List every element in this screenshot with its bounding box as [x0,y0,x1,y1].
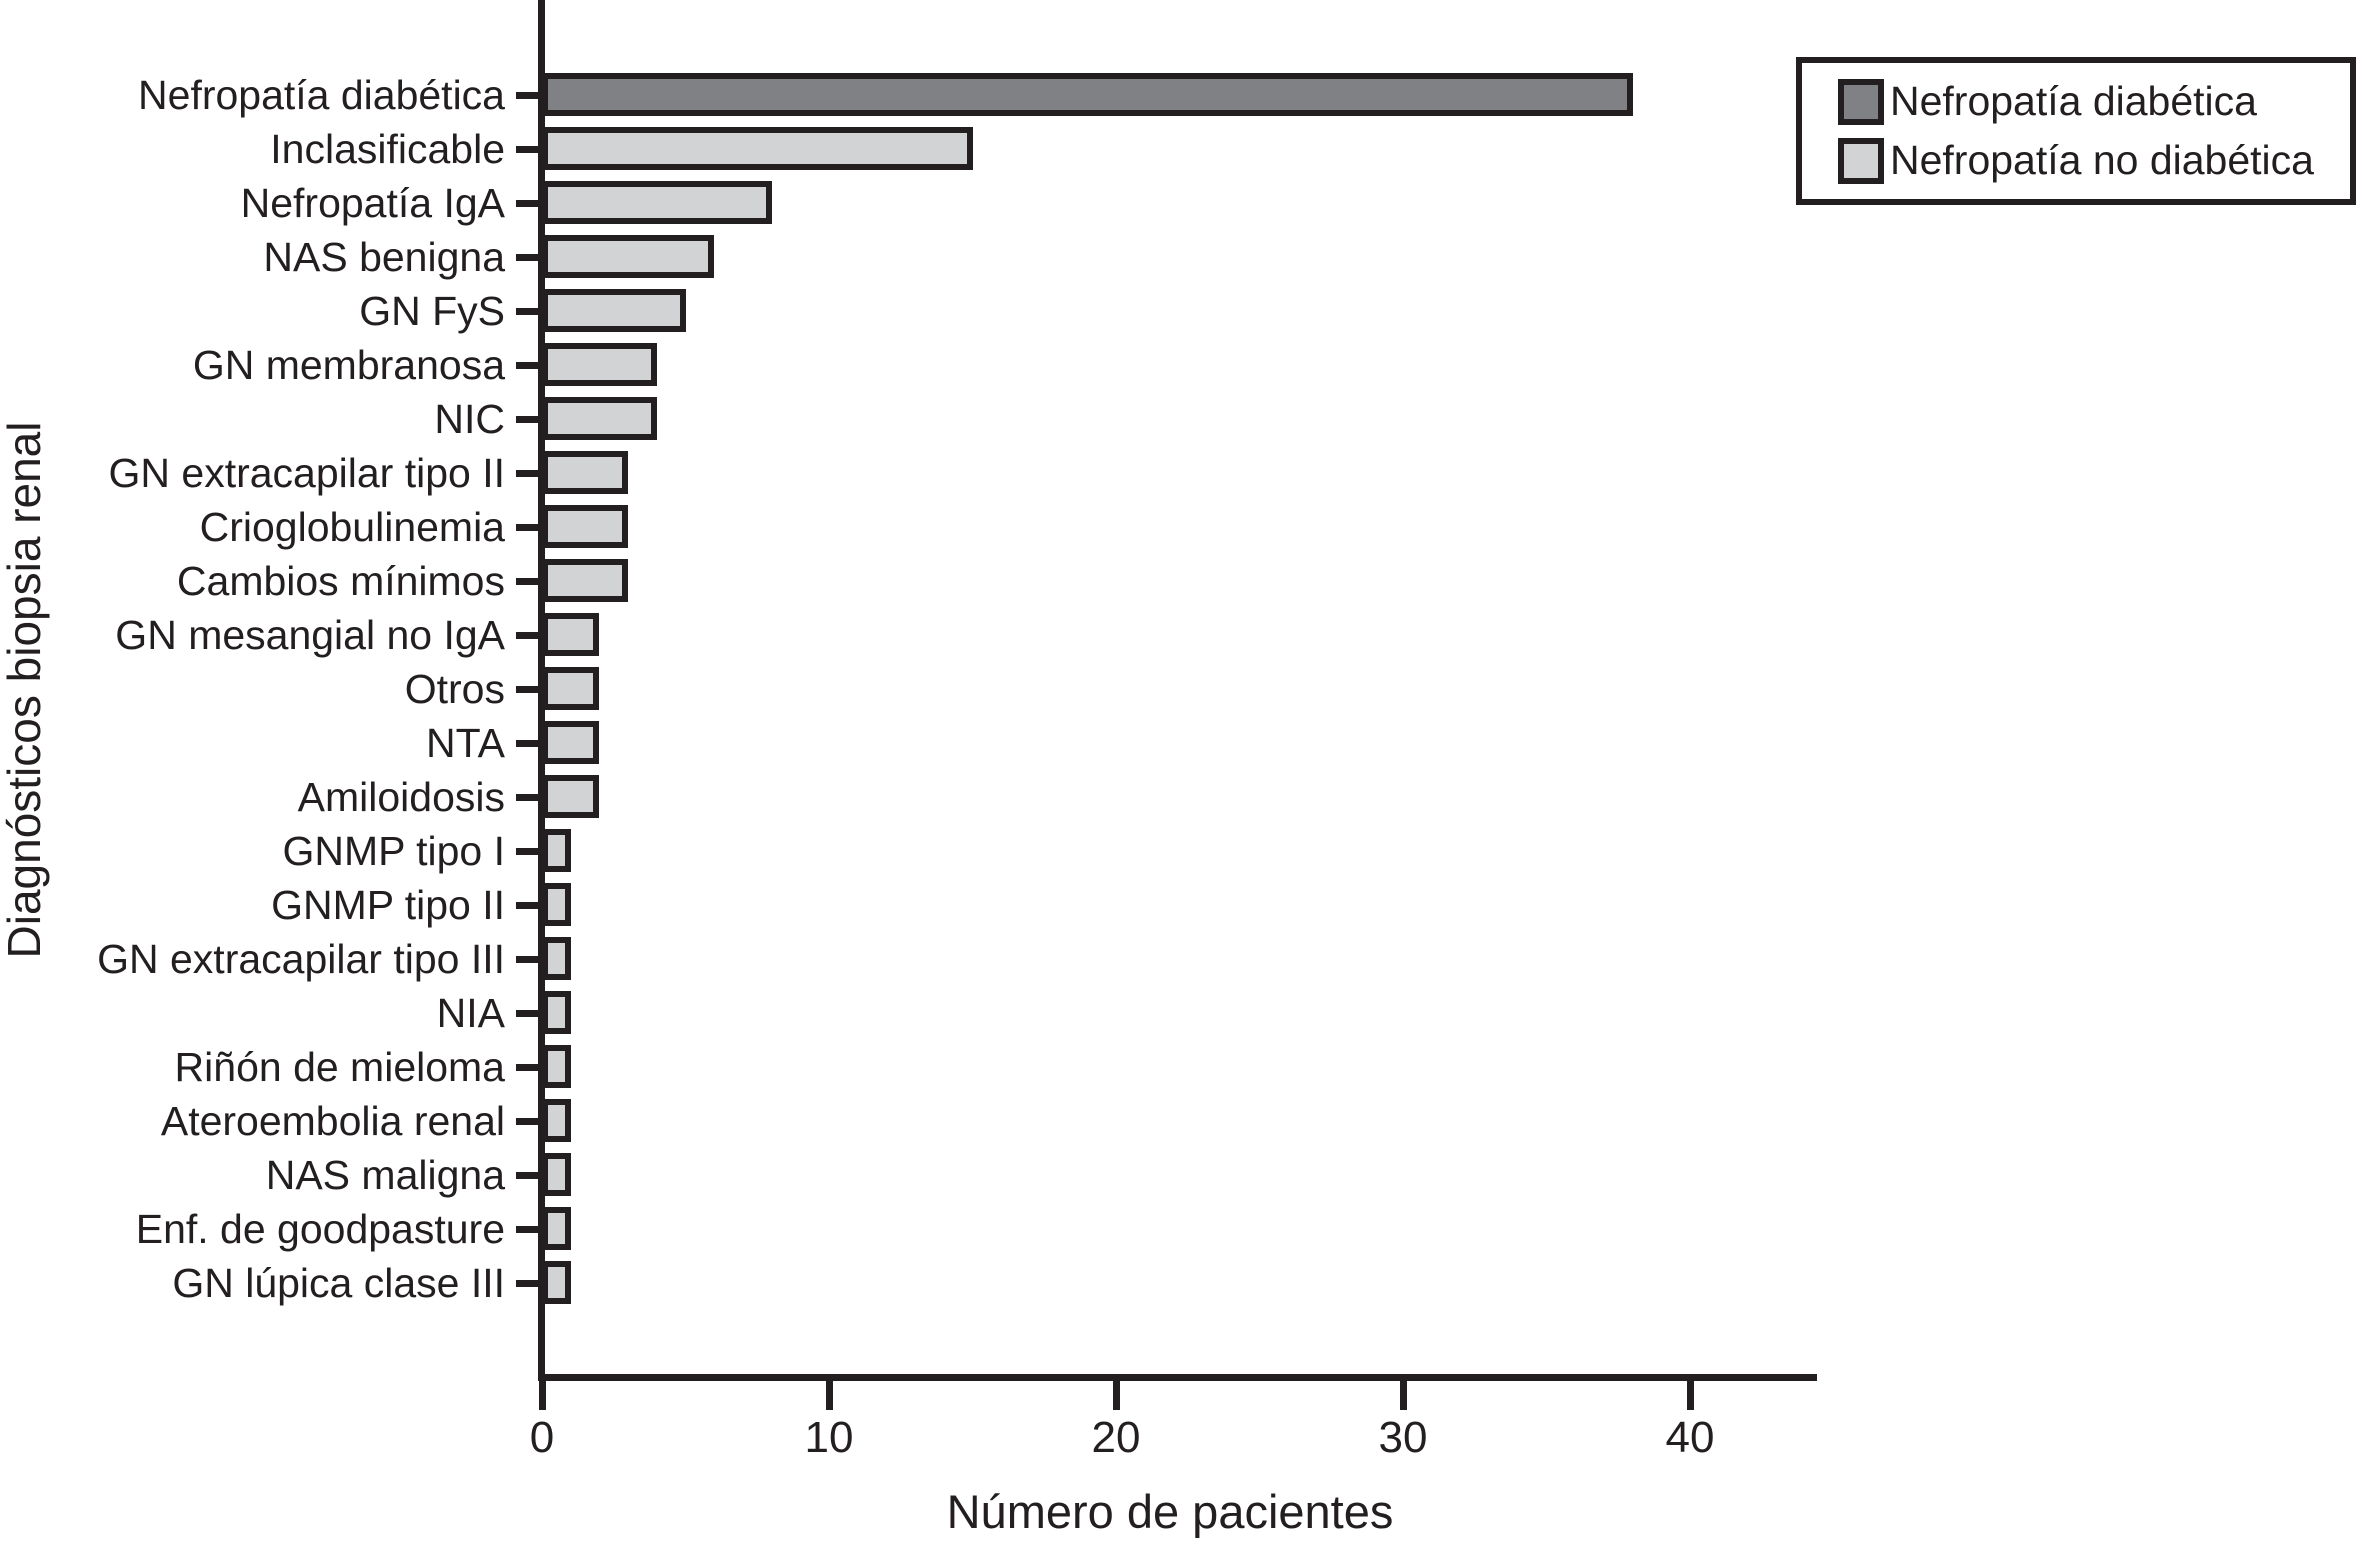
category-label: Amiloidosis [297,774,505,820]
y-tick [516,308,542,315]
category-label: NTA [426,720,505,766]
bar [542,991,571,1034]
category-label: Cambios mínimos [176,558,505,604]
category-label: GNMP tipo I [282,828,505,874]
y-tick [516,1172,542,1179]
x-tick [826,1377,833,1410]
category-label: Nefropatía diabética [138,72,505,118]
category-label: Riñón de mieloma [174,1044,505,1090]
legend: Nefropatía diabética Nefropatía no diabét… [1796,57,2356,205]
x-tick-label: 20 [1091,1413,1141,1462]
category-label: NIA [436,990,505,1036]
y-tick [516,1280,542,1287]
category-label: GN membranosa [192,342,505,388]
category-label: NAS maligna [265,1152,505,1198]
y-tick [516,416,542,423]
y-tick [516,200,542,207]
bar [542,829,571,872]
bar [542,559,628,602]
bar [542,505,628,548]
bar [542,181,772,224]
y-tick [516,848,542,855]
y-tick [516,92,542,99]
y-tick [516,1010,542,1017]
category-label: GN FyS [359,288,505,334]
bar [542,127,973,170]
bar [542,451,628,494]
bar [542,397,657,440]
x-tick [1400,1377,1407,1410]
category-label: Ateroembolia renal [160,1098,505,1144]
bar [542,613,599,656]
category-label: Crioglobulinemia [199,504,505,550]
bar [542,73,1633,116]
bar [542,289,686,332]
x-tick [1687,1377,1694,1410]
y-tick [516,146,542,153]
bar [542,343,657,386]
category-label: Otros [404,666,505,712]
x-tick-label: 30 [1378,1413,1428,1462]
bar [542,1261,571,1304]
bar [542,1099,571,1142]
category-label: GN lúpica clase III [172,1260,505,1306]
y-tick [516,632,542,639]
x-tick [1113,1377,1120,1410]
category-label: GN mesangial no IgA [115,612,505,658]
legend-label: Nefropatía no diabética [1890,137,2314,183]
legend-item: Nefropatía no diabética [1838,137,2350,184]
y-tick [516,902,542,909]
category-label: Enf. de goodpasture [135,1206,505,1252]
bar [542,883,571,926]
bar [542,721,599,764]
bar [542,235,714,278]
y-tick [516,1064,542,1071]
y-tick [516,578,542,585]
y-tick [516,1118,542,1125]
bar [542,667,599,710]
category-label: NIC [434,396,505,442]
bar [542,1045,571,1088]
legend-item: Nefropatía diabética [1838,78,2350,125]
y-tick [516,794,542,801]
bar [542,1207,571,1250]
x-tick-label: 10 [804,1413,854,1462]
category-label: GNMP tipo II [271,882,505,928]
y-tick [516,524,542,531]
y-tick [516,1226,542,1233]
category-label: GN extracapilar tipo II [108,450,506,496]
x-tick [539,1377,546,1410]
legend-label: Nefropatía diabética [1890,78,2257,124]
category-label: GN extracapilar tipo III [97,936,505,982]
y-tick [516,956,542,963]
bar [542,937,571,980]
legend-swatch [1838,137,1884,184]
x-axis-line [538,1374,1817,1381]
legend-swatch [1838,78,1884,125]
y-tick [516,470,542,477]
y-tick [516,254,542,261]
x-axis-title: Número de pacientes [946,1485,1394,1538]
bar [542,775,599,818]
category-label: Inclasificable [270,126,505,172]
y-tick [516,686,542,693]
y-tick [516,740,542,747]
bar [542,1153,571,1196]
x-tick-label: 40 [1665,1413,1715,1462]
x-tick-label: 0 [529,1413,555,1462]
y-tick [516,362,542,369]
category-label: NAS benigna [263,234,505,280]
category-label: Nefropatía IgA [240,180,505,226]
